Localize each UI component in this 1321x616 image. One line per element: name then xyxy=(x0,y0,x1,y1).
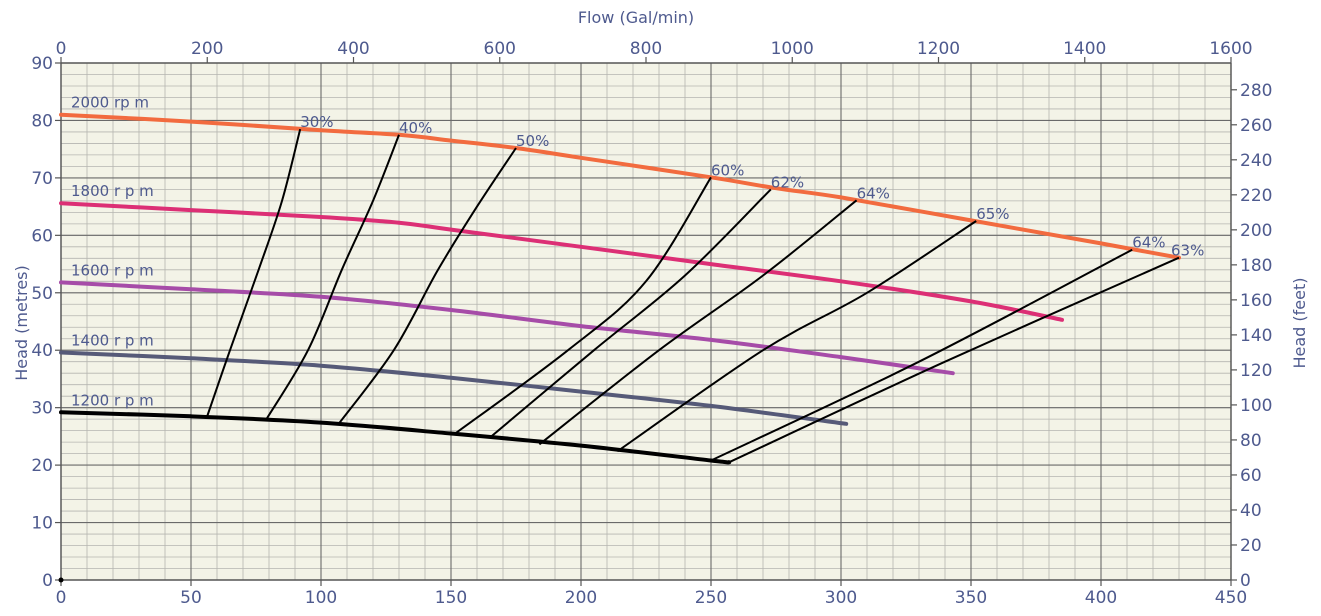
y-tick-label: 50 xyxy=(31,284,53,304)
y-axis-title: Head (metres) xyxy=(12,265,31,381)
rpm-curve-label: 1800 r p m xyxy=(71,182,154,200)
origin-dot xyxy=(58,577,64,583)
x-tick-label: 50 xyxy=(180,588,202,608)
x-tick-label: 200 xyxy=(565,588,597,608)
efficiency-line-62pct xyxy=(489,188,772,439)
y2-tick-label: 0 xyxy=(1240,571,1251,591)
y-tick-label: 30 xyxy=(31,399,53,419)
efficiency-label: 64% xyxy=(1132,234,1165,252)
y-tick-label: 70 xyxy=(31,169,53,189)
y2-tick-label: 120 xyxy=(1240,361,1272,381)
x2-tick-label: 400 xyxy=(337,39,369,59)
efficiency-line-60pct xyxy=(453,176,712,436)
x-tick-label: 0 xyxy=(56,588,67,608)
y2-tick-label: 240 xyxy=(1240,151,1272,171)
x2-tick-label: 1600 xyxy=(1209,39,1252,59)
efficiency-label: 30% xyxy=(300,113,333,131)
y2-tick-label: 160 xyxy=(1240,291,1272,311)
x2-tick-label: 0 xyxy=(56,39,67,59)
efficiency-label: 64% xyxy=(857,184,890,202)
y-tick-label: 0 xyxy=(42,571,53,591)
x-tick-label: 350 xyxy=(955,588,987,608)
efficiency-label: 50% xyxy=(516,132,549,150)
y2-axis-title: Head (feet) xyxy=(1290,278,1309,369)
x-tick-label: 400 xyxy=(1085,588,1117,608)
chart-labels: 30% 40% 50% 60% 62% 64% 65% 64% 63% 2000 rp m 1800… xyxy=(71,94,1204,410)
rpm-curves xyxy=(59,112,1181,465)
x-tick-label: 150 xyxy=(435,588,467,608)
y2-tick-label: 200 xyxy=(1240,221,1272,241)
efficiency-label: 40% xyxy=(399,119,432,137)
y-tick-label: 90 xyxy=(31,54,53,74)
y2-tick-label: 220 xyxy=(1240,186,1272,206)
x-tick-label: 300 xyxy=(825,588,857,608)
efficiency-line-63pct xyxy=(728,256,1180,464)
rpm-curve-4 xyxy=(59,350,849,426)
efficiency-label: 62% xyxy=(771,173,804,191)
efficiency-line-30pct xyxy=(205,128,302,419)
y2-tick-label: 260 xyxy=(1240,116,1272,136)
y2-tick-label: 140 xyxy=(1240,326,1272,346)
y-tick-label: 40 xyxy=(31,341,53,361)
efficiency-label: 65% xyxy=(976,205,1009,223)
rpm-curve-5 xyxy=(59,410,732,465)
y-tick-label: 20 xyxy=(31,456,53,476)
y2-tick-label: 40 xyxy=(1240,501,1262,521)
y-tick-label: 80 xyxy=(31,111,53,131)
efficiency-line-64pct xyxy=(710,248,1133,462)
y-tick-label: 10 xyxy=(31,514,53,534)
y-tick-label: 60 xyxy=(31,226,53,246)
x2-tick-label: 200 xyxy=(191,39,223,59)
y2-tick-label: 180 xyxy=(1240,256,1272,276)
y2-tick-label: 280 xyxy=(1240,81,1272,101)
efficiency-line-50pct xyxy=(338,147,517,424)
rpm-curve-label: 1600 r p m xyxy=(71,261,154,279)
x-tick-label: 250 xyxy=(695,588,727,608)
efficiency-label: 63% xyxy=(1171,242,1204,260)
x2-tick-label: 1000 xyxy=(771,39,814,59)
efficiency-label: 60% xyxy=(711,161,744,179)
x2-tick-label: 600 xyxy=(484,39,516,59)
rpm-curve-label: 2000 rp m xyxy=(71,94,149,112)
x2-tick-label: 1200 xyxy=(917,39,960,59)
rpm-curve-3 xyxy=(59,280,955,376)
rpm-curve-label: 1200 r p m xyxy=(71,391,154,409)
y2-tick-label: 100 xyxy=(1240,396,1272,416)
x-tick-label: 450 xyxy=(1215,588,1247,608)
efficiency-lines xyxy=(205,128,1180,464)
efficiency-line-65pct xyxy=(616,220,977,453)
rpm-curve-label: 1400 r p m xyxy=(71,332,154,350)
efficiency-line-40pct xyxy=(265,134,400,420)
y2-tick-label: 60 xyxy=(1240,466,1262,486)
x2-tick-label: 800 xyxy=(630,39,662,59)
rpm-curve-1 xyxy=(59,112,1181,260)
y2-tick-label: 20 xyxy=(1240,536,1262,556)
rpm-curve-2 xyxy=(59,201,1064,322)
efficiency-line-64pct xyxy=(538,199,858,446)
x-tick-label: 100 xyxy=(305,588,337,608)
plot-background xyxy=(61,63,1231,580)
y2-tick-label: 80 xyxy=(1240,431,1262,451)
x2-axis-title: Flow (Gal/min) xyxy=(578,8,694,27)
x2-tick-label: 1400 xyxy=(1063,39,1106,59)
